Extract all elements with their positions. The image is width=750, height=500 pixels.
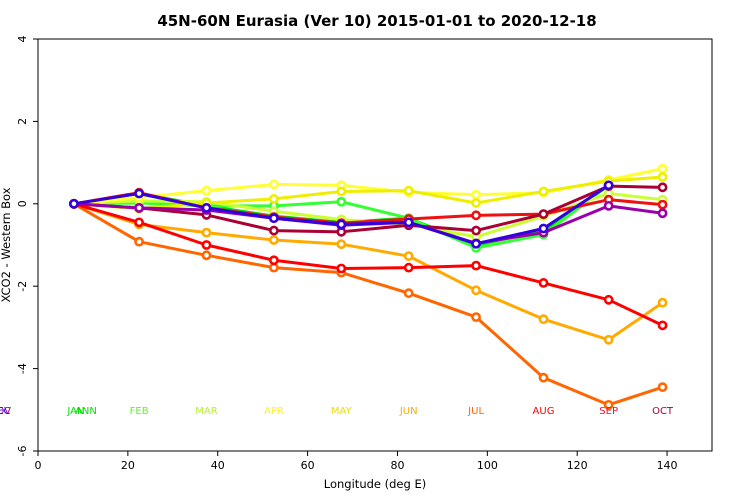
x-axis-label: Longitude (deg E) bbox=[324, 477, 426, 491]
data-point bbox=[403, 185, 414, 196]
month-label-sep: SEP bbox=[599, 406, 618, 417]
data-point bbox=[403, 288, 414, 299]
month-label-oct: OCT bbox=[652, 406, 674, 417]
x-tick-label: 140 bbox=[657, 459, 678, 472]
series-line bbox=[73, 202, 664, 327]
month-label-jan: JAN bbox=[66, 406, 84, 417]
data-point bbox=[268, 235, 279, 245]
data-point bbox=[657, 297, 668, 308]
data-point bbox=[657, 208, 668, 219]
data-point bbox=[268, 213, 279, 224]
data-point bbox=[538, 314, 549, 325]
series-line bbox=[73, 202, 664, 342]
y-axis-label: XCO2 - Western Box bbox=[0, 187, 13, 302]
data-point bbox=[538, 209, 549, 219]
data-point bbox=[336, 239, 347, 250]
month-label-jul: JUL bbox=[467, 406, 484, 417]
series-layer bbox=[69, 163, 668, 410]
y-tick-label: 2 bbox=[16, 118, 29, 125]
data-point bbox=[657, 163, 668, 174]
x-tick-label: 0 bbox=[35, 459, 42, 472]
data-point bbox=[471, 189, 481, 200]
x-tick-label: 20 bbox=[121, 459, 135, 472]
y-tick-label: -6 bbox=[16, 446, 29, 457]
month-label-mar: MAR bbox=[195, 406, 217, 417]
series-line bbox=[73, 184, 663, 234]
data-point bbox=[201, 240, 212, 250]
data-point bbox=[201, 203, 212, 213]
month-label-dec: DEC bbox=[0, 406, 11, 417]
data-point bbox=[657, 182, 668, 193]
data-point bbox=[134, 203, 144, 213]
series-jul bbox=[69, 198, 668, 410]
data-point bbox=[268, 193, 279, 204]
data-point bbox=[538, 278, 549, 288]
plot-frame bbox=[37, 38, 713, 452]
data-point bbox=[471, 238, 481, 249]
data-point bbox=[69, 198, 79, 209]
data-point bbox=[657, 199, 668, 210]
month-label-may: MAY bbox=[331, 406, 353, 417]
data-point bbox=[336, 263, 347, 274]
data-point bbox=[268, 225, 279, 236]
data-point bbox=[336, 196, 347, 207]
data-point bbox=[657, 320, 668, 331]
data-point bbox=[134, 236, 144, 247]
data-point bbox=[471, 260, 481, 271]
data-point bbox=[336, 186, 347, 197]
data-point bbox=[201, 250, 212, 261]
x-tick-label: 120 bbox=[567, 459, 588, 472]
data-point bbox=[201, 227, 212, 238]
data-point bbox=[268, 179, 279, 190]
month-label-nov: NOV bbox=[0, 406, 11, 417]
series-line bbox=[73, 175, 663, 211]
data-point bbox=[657, 172, 668, 182]
data-point bbox=[471, 225, 481, 236]
data-point bbox=[268, 255, 279, 266]
data-point bbox=[603, 180, 614, 191]
x-tick-label: 60 bbox=[301, 459, 315, 472]
y-tick-label: 4 bbox=[16, 36, 29, 43]
data-point bbox=[403, 217, 414, 228]
month-label-feb: FEB bbox=[130, 406, 149, 417]
month-label-apr: APR bbox=[264, 406, 284, 417]
data-point bbox=[471, 285, 481, 296]
data-point bbox=[603, 334, 614, 345]
data-point bbox=[134, 188, 144, 199]
data-point bbox=[403, 262, 414, 273]
series-line bbox=[73, 202, 664, 407]
y-tick-label: -4 bbox=[16, 363, 29, 374]
data-point bbox=[538, 223, 549, 234]
data-point bbox=[336, 219, 347, 230]
x-tick-label: 100 bbox=[477, 459, 498, 472]
chart-title: 45N-60N Eurasia (Ver 10) 2015-01-01 to 2… bbox=[157, 12, 596, 30]
data-point bbox=[603, 399, 614, 410]
axis-ticks: 0 20 40 60 80 100 120 140 -6 -4 -2 0 2 4 bbox=[16, 36, 678, 473]
data-point bbox=[603, 200, 614, 211]
y-tick-label: 0 bbox=[16, 200, 29, 207]
y-tick-label: -2 bbox=[16, 281, 29, 292]
data-point bbox=[471, 210, 481, 221]
series-dec bbox=[69, 180, 614, 249]
ann-label: ANN bbox=[75, 406, 97, 417]
month-label-aug: AUG bbox=[533, 406, 555, 417]
data-point bbox=[603, 294, 614, 305]
data-point bbox=[538, 186, 549, 197]
month-label-jun: JUN bbox=[399, 406, 418, 417]
data-point bbox=[657, 382, 668, 393]
data-point bbox=[471, 312, 481, 322]
data-point bbox=[471, 198, 481, 208]
data-point bbox=[403, 251, 414, 262]
data-point bbox=[538, 372, 549, 383]
data-point bbox=[201, 185, 212, 196]
data-point bbox=[134, 217, 144, 228]
x-tick-label: 40 bbox=[211, 459, 225, 472]
x-tick-label: 80 bbox=[390, 459, 404, 472]
